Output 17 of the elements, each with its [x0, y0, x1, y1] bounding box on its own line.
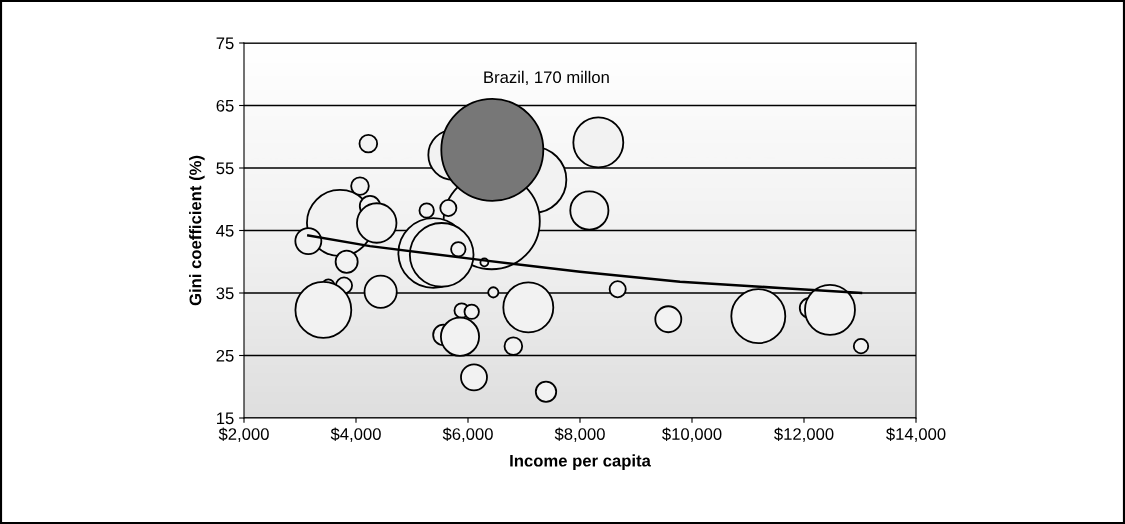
x-axis-title: Income per capita [510, 454, 651, 470]
y-axis-title: Gini coefficient (%) [189, 155, 205, 306]
y-tick-label: 65 [216, 99, 234, 112]
y-tick-label: 75 [216, 37, 234, 50]
y-tick-label: 35 [216, 287, 234, 300]
x-tick-label: $8,000 [554, 427, 605, 442]
x-tick-label: $4,000 [330, 427, 381, 442]
x-tick-label: $2,000 [218, 427, 269, 442]
annotation: Brazil, 170 millon [484, 70, 609, 86]
x-tick-label: $10,000 [662, 427, 722, 442]
y-tick-label: 45 [216, 225, 234, 237]
x-tick-label: $14,000 [886, 427, 946, 442]
x-tick-label: $12,000 [774, 427, 834, 442]
y-tick-label: 15 [217, 412, 234, 425]
y-tick-label: 55 [216, 162, 234, 175]
x-tick-label: $6,000 [442, 427, 493, 442]
y-tick-label: 25 [216, 349, 234, 362]
